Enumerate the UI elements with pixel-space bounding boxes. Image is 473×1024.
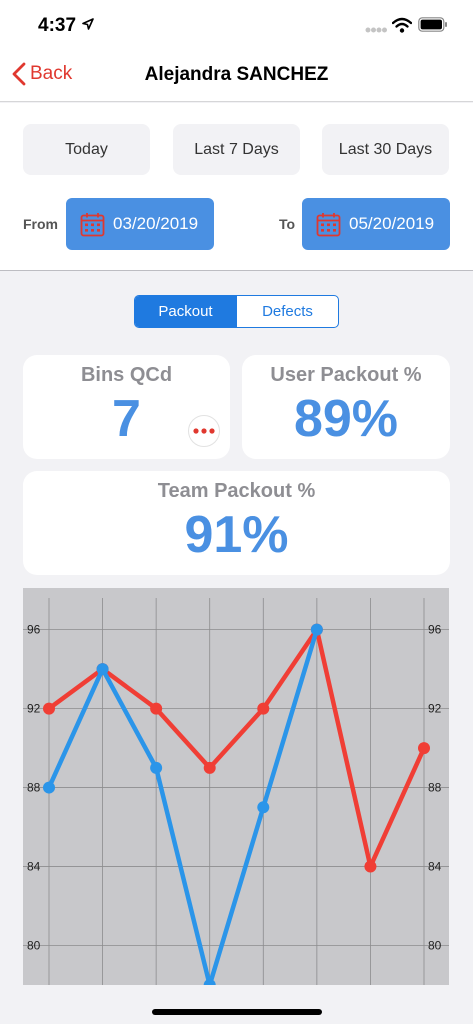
user-packout-label: User Packout % [270, 364, 422, 386]
last-30-days-button[interactable]: Last 30 Days [322, 124, 449, 175]
from-label: From [23, 216, 58, 232]
y-tick-label-right: 88 [428, 781, 442, 795]
last-7-days-button[interactable]: Last 7 Days [173, 124, 300, 175]
data-point-series-0 [43, 702, 55, 715]
y-tick-label-left: 80 [27, 939, 41, 953]
y-tick-label-left: 88 [27, 781, 41, 795]
cellular-signal-icon [365, 27, 387, 33]
calendar-icon [80, 212, 105, 236]
battery-icon [418, 17, 447, 32]
data-point-series-0 [203, 761, 216, 774]
team-packout-label: Team Packout % [157, 480, 316, 502]
data-point-series-1 [43, 781, 55, 794]
data-point-series-1 [310, 623, 323, 636]
y-tick-label-right: 96 [428, 623, 442, 637]
to-label: To [279, 216, 296, 232]
chevron-left-icon [12, 62, 26, 86]
y-tick-label-left: 96 [27, 623, 41, 637]
back-button[interactable]: Back [12, 62, 72, 86]
bins-qcd-card: Bins QCd 7 [23, 355, 230, 459]
to-date-button[interactable]: 05/20/2019 [302, 198, 450, 250]
data-point-series-0 [150, 702, 163, 715]
page-title: Alejandra SANCHEZ [144, 64, 329, 85]
series-line-1 [46, 627, 320, 988]
tab-defects[interactable]: Defects [236, 296, 338, 327]
chart-background [23, 588, 449, 985]
data-point-series-0 [364, 860, 377, 873]
data-point-series-0 [257, 702, 270, 715]
series-line-0 [46, 627, 427, 869]
today-button[interactable]: Today [23, 124, 150, 175]
status-time: 4:37 [38, 15, 77, 36]
bins-qcd-value: 7 [112, 390, 141, 448]
ellipsis-icon [193, 428, 215, 434]
data-point-series-1 [96, 663, 109, 676]
packout-line-chart: 80 80 84 84 88 88 92 92 96 96 [23, 588, 449, 991]
bins-qcd-label: Bins QCd [80, 364, 173, 386]
home-indicator [152, 1009, 322, 1015]
data-point-series-1 [257, 801, 270, 814]
user-packout-value: 89% [293, 390, 399, 448]
tab-packout[interactable]: Packout [135, 296, 236, 327]
y-tick-label-left: 92 [27, 702, 41, 716]
location-arrow-icon [82, 18, 94, 30]
team-packout-card: Team Packout % 91% [23, 471, 450, 575]
wifi-icon [392, 17, 412, 33]
team-packout-value: 91% [184, 506, 289, 564]
more-options-button[interactable] [188, 415, 220, 447]
calendar-icon [316, 212, 341, 236]
y-tick-label-right: 80 [428, 939, 442, 953]
from-date-button[interactable]: 03/20/2019 [66, 198, 214, 250]
back-label: Back [30, 63, 73, 84]
to-date-value: 05/20/2019 [349, 214, 435, 233]
navigation-bar: Back Alejandra SANCHEZ [0, 50, 473, 102]
y-tick-label-right: 92 [428, 702, 442, 716]
y-tick-label-right: 84 [428, 860, 442, 874]
status-bar: 4:37 [0, 0, 473, 50]
data-point-series-0 [418, 742, 430, 755]
data-point-series-1 [150, 761, 163, 774]
y-tick-label-left: 84 [27, 860, 41, 874]
metric-segmented-control: Packout Defects [134, 295, 339, 328]
from-date-value: 03/20/2019 [113, 214, 199, 233]
user-packout-card: User Packout % 89% [242, 355, 450, 459]
date-filter-panel: Today Last 7 Days Last 30 Days From 03/2… [0, 103, 473, 271]
packout-chart: 80 80 84 84 88 88 92 92 96 96 [23, 588, 449, 991]
